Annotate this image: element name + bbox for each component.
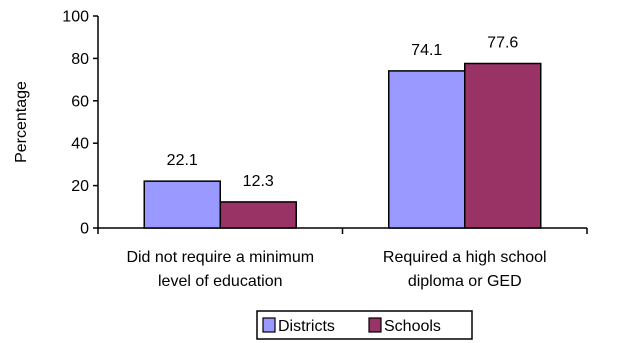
y-tick-label: 80: [71, 51, 89, 68]
data-label: 77.6: [487, 34, 518, 51]
legend: Districts Schools: [256, 310, 473, 340]
x-category-label: Required a high school: [383, 249, 547, 266]
legend-swatch-districts: [262, 317, 276, 333]
x-category-label: level of education: [158, 273, 283, 290]
bar-districts-2: [388, 70, 466, 229]
x-category-label: Did not require a minimum: [126, 249, 314, 266]
y-axis-title: Percentage: [13, 81, 30, 163]
plot-area: 0 20 40 60 80 100 22.1 12.3 Did not require a mi…: [62, 9, 588, 290]
y-tick-label: 20: [71, 178, 89, 195]
legend-label-districts: Districts: [278, 318, 335, 335]
bar-schools-1: [219, 201, 297, 229]
legend-label-schools: Schools: [384, 318, 441, 335]
y-tick-label: 60: [71, 93, 89, 110]
data-label: 12.3: [243, 173, 274, 190]
y-tick-label: 100: [62, 9, 89, 26]
data-label: 22.1: [167, 152, 198, 169]
legend-box: [256, 310, 473, 340]
legend-swatch-schools: [368, 317, 382, 333]
y-tick-label: 0: [80, 221, 89, 238]
y-tick-label: 40: [71, 136, 89, 153]
data-label: 74.1: [411, 42, 442, 59]
bar-schools-2: [464, 62, 542, 229]
bar-districts-1: [143, 180, 221, 229]
x-category-label: diploma or GED: [408, 273, 522, 290]
